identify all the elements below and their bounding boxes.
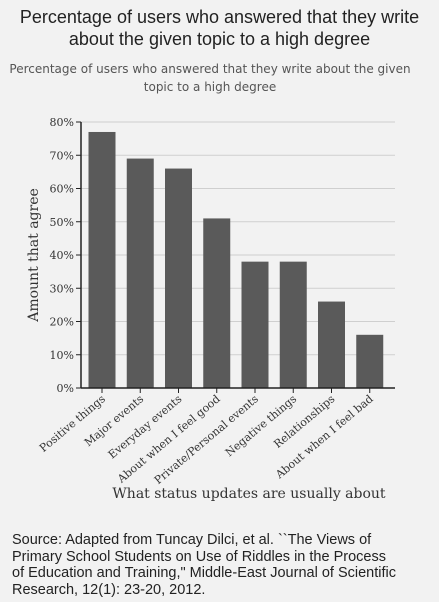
bar — [356, 334, 384, 388]
bar — [241, 261, 269, 388]
chart-title-line-2: topic to a high degree — [144, 80, 276, 94]
y-tick-label: 20% — [50, 316, 74, 329]
x-tick-label: Positive things — [37, 392, 108, 455]
bars — [88, 131, 384, 388]
bar — [279, 261, 307, 388]
source-line-3: of Education and Training," Middle-East … — [12, 565, 396, 581]
source-line-4: Research, 12(1): 23-20, 2012. — [12, 581, 206, 598]
y-tick-label: 10% — [50, 349, 74, 362]
y-tick-label: 70% — [50, 149, 74, 162]
page-title-line-2: about the given topic to a high degree — [68, 29, 371, 49]
page-title: Percentage of users who answered that th… — [0, 6, 439, 50]
y-tick-label: 0% — [57, 382, 74, 395]
y-tick-label: 40% — [50, 249, 74, 262]
chart-title-line-1: Percentage of users who answered that th… — [9, 62, 410, 76]
source-line-1: Source: Adapted from Tuncay Dilci, et al… — [12, 532, 372, 548]
x-axis-title: What status updates are usually about — [112, 486, 386, 502]
y-tick-label: 60% — [50, 183, 74, 196]
bar — [126, 158, 154, 388]
y-axis-ticks: 0% 10% 20% 30% 40% 50% 60% 70% 80% — [50, 116, 81, 395]
bar — [203, 218, 231, 388]
bar — [88, 131, 116, 388]
y-axis-title: Amount that agree — [26, 188, 42, 323]
source-line-2: Primary School Students on Use of Riddle… — [12, 548, 386, 565]
bar — [165, 168, 192, 388]
y-tick-label: 80% — [50, 116, 74, 129]
bar-chart: Percentage of users who answered that th… — [9, 62, 410, 502]
bar — [318, 301, 345, 388]
y-tick-label: 30% — [50, 282, 74, 295]
page-title-line-1: Percentage of users who answered that th… — [19, 7, 420, 27]
y-tick-label: 50% — [50, 216, 74, 229]
source-citation: Source: Adapted from Tuncay Dilci, et al… — [12, 532, 436, 598]
